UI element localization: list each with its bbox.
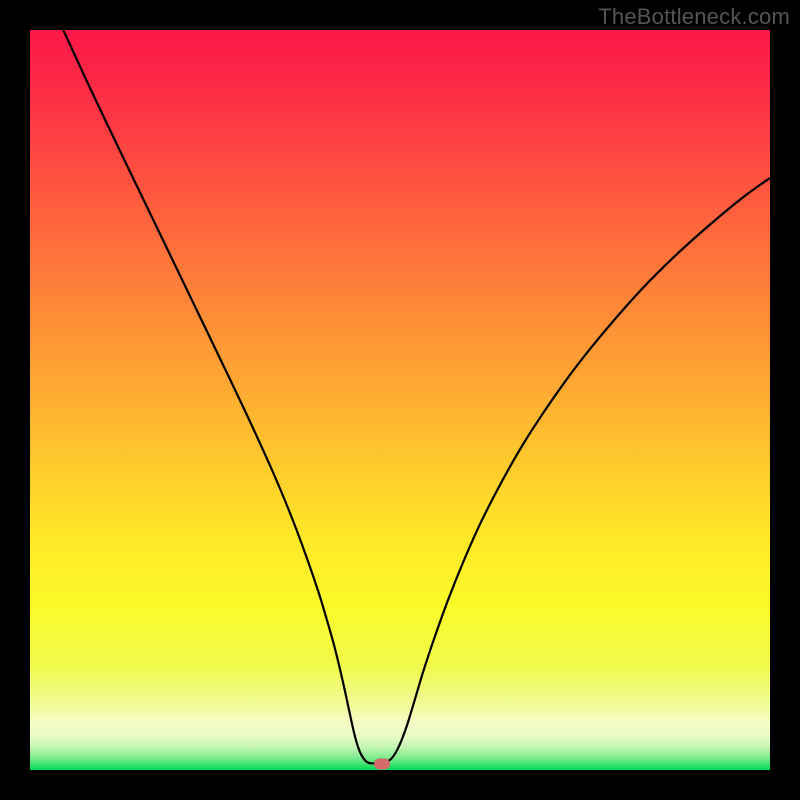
optimum-marker-dot: [374, 759, 390, 770]
watermark-text: TheBottleneck.com: [598, 4, 790, 30]
bottleneck-curve: [30, 30, 770, 770]
plot-area: [30, 30, 770, 770]
